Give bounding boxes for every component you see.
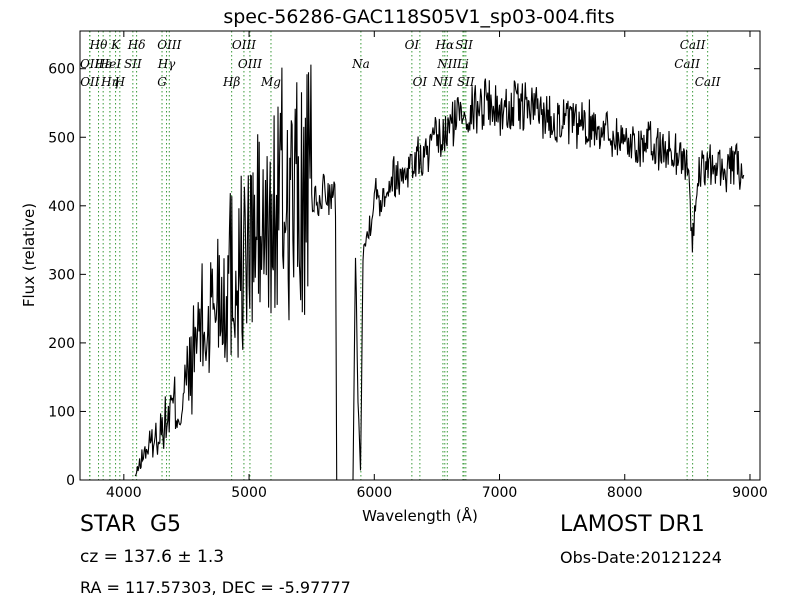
y-tick-label: 100: [48, 404, 75, 420]
line-marker-label: OII: [80, 75, 100, 89]
line-markers: [89, 31, 709, 480]
line-marker-label: CaII: [680, 38, 706, 52]
redshift-text: cz = 137.6 ± 1.3: [80, 547, 225, 567]
x-tick-label: 8000: [607, 485, 643, 501]
y-tick-label: 300: [48, 267, 75, 283]
y-tick-label: 600: [48, 62, 75, 78]
object-subclass: G5: [150, 512, 182, 537]
line-marker-label: OIII: [238, 57, 262, 71]
x-tick-label: 6000: [356, 485, 392, 501]
observation-date: Obs-Date:20121224: [560, 548, 722, 567]
line-marker-label: Hθ: [89, 38, 108, 52]
line-marker-label: NII: [432, 75, 453, 89]
line-marker-label: SII: [455, 38, 473, 52]
line-marker-label: OI: [413, 75, 428, 89]
x-axis-label: Wavelength (Å): [362, 506, 478, 525]
line-marker-label: NII: [436, 57, 457, 71]
coordinates-text: RA = 117.57303, DEC = -5.97777: [80, 578, 351, 597]
line-marker-label: K: [110, 38, 121, 52]
line-marker-label: OIII: [157, 38, 181, 52]
line-marker-label: SII: [124, 57, 142, 71]
x-tick-label: 5000: [231, 485, 267, 501]
y-tick-label: 500: [48, 130, 75, 146]
line-marker-label: G: [157, 75, 167, 89]
plot-frame: [79, 30, 761, 481]
y-axis-label: Flux (relative): [20, 203, 38, 307]
line-marker-label: H: [114, 75, 126, 89]
spectrum-line: [134, 64, 745, 481]
y-axis-ticks: 0 100 200 300 400 500 600: [48, 62, 760, 489]
x-tick-label: 7000: [482, 485, 518, 501]
line-marker-label: Na: [351, 57, 370, 71]
line-marker-label: HeI: [98, 57, 122, 71]
line-marker-label: Hη: [100, 75, 119, 89]
x-axis-ticks: 4000 5000 6000 7000 8000 9000: [106, 31, 768, 501]
line-marker-label: OII: [80, 57, 100, 71]
line-marker-label: Hγ: [157, 57, 176, 71]
line-marker-label: Hδ: [127, 38, 146, 52]
y-tick-label: 0: [66, 473, 75, 489]
line-marker-label: OI: [405, 38, 420, 52]
line-marker-label: Mg: [260, 75, 281, 89]
x-tick-label: 9000: [732, 485, 768, 501]
line-marker-label: CaII: [674, 57, 700, 71]
line-marker-label: Hε: [94, 57, 112, 71]
x-tick-label: 4000: [106, 485, 142, 501]
object-class: STAR: [80, 512, 137, 537]
line-marker-label: OIII: [232, 38, 256, 52]
line-marker-label: CaII: [695, 75, 721, 89]
line-marker-label: Hα: [435, 38, 455, 52]
line-marker-label: SII: [457, 75, 475, 89]
survey-name: LAMOST DR1: [560, 512, 705, 537]
y-tick-label: 400: [48, 199, 75, 215]
chart-title: spec-56286-GAC118S05V1_sp03-004.fits: [223, 6, 614, 28]
line-marker-label: Li: [456, 57, 469, 71]
y-tick-label: 200: [48, 336, 75, 352]
line-marker-label: Hβ: [222, 75, 240, 89]
